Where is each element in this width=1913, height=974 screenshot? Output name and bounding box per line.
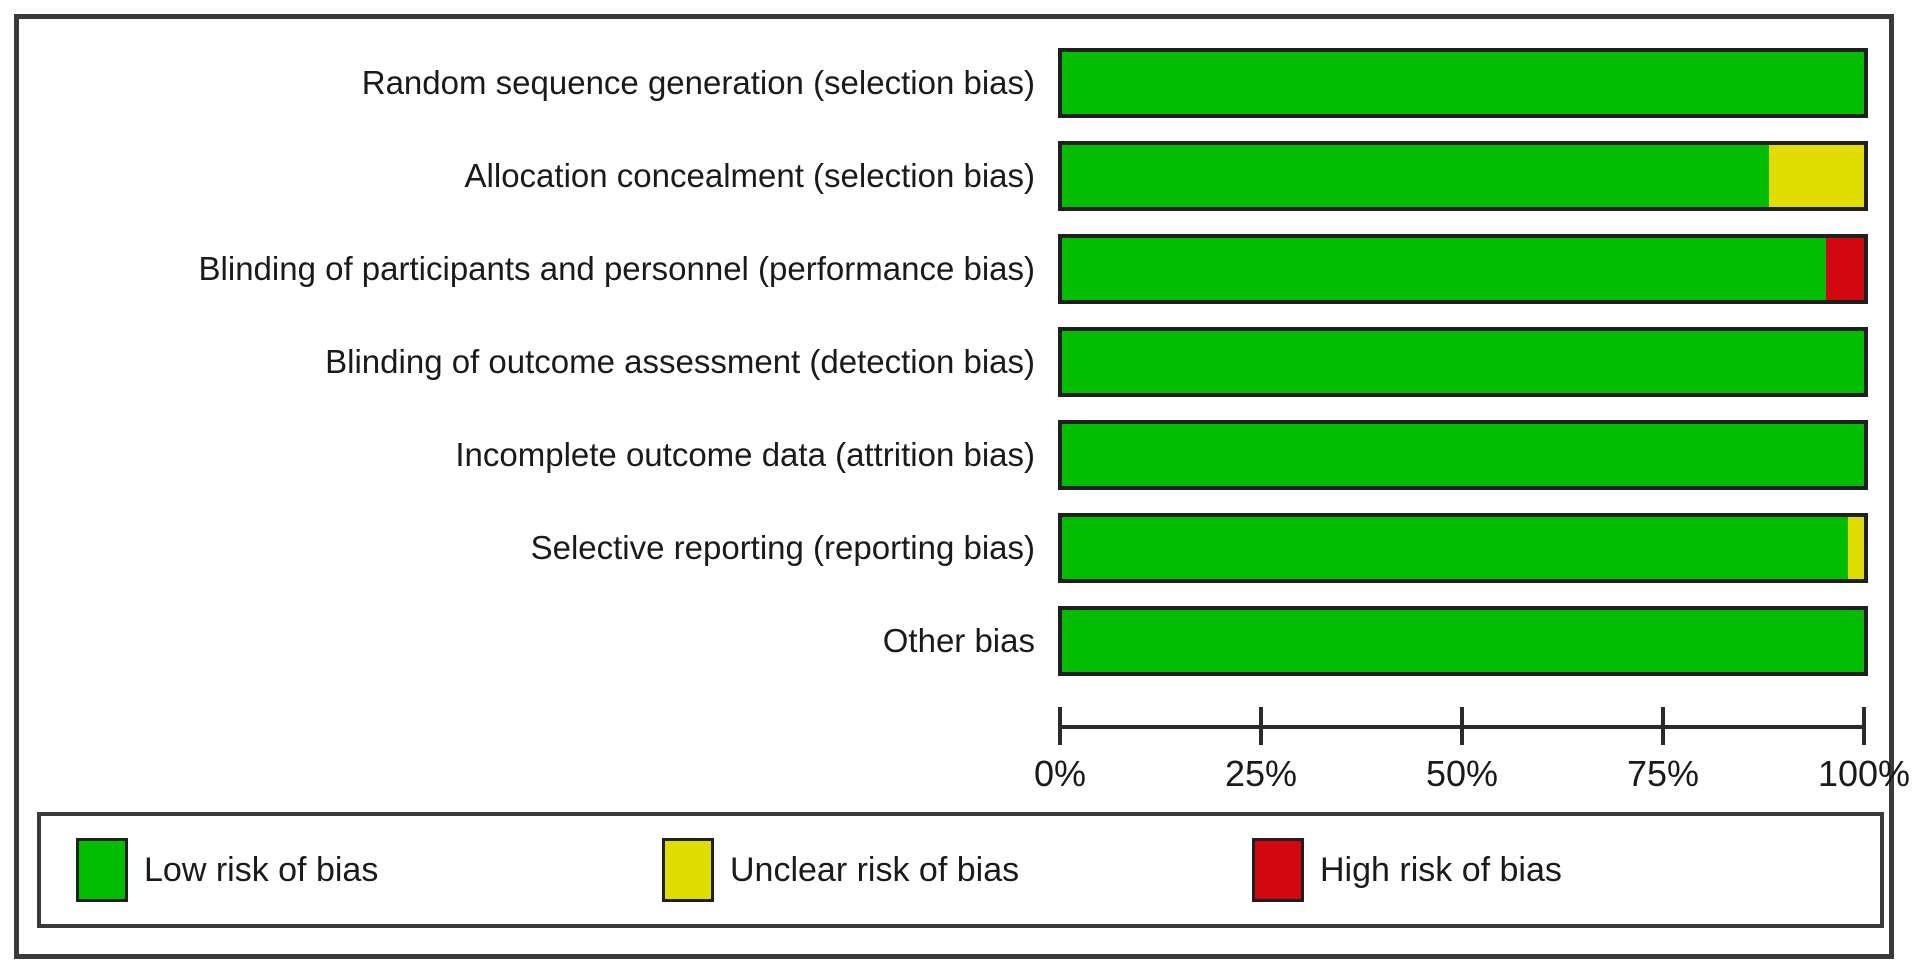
legend: Low risk of bias Unclear risk of bias Hi… [37,812,1884,928]
legend-color-swatch [1252,838,1304,902]
stacked-bar [1058,48,1868,118]
bar-row-label: Other bias [882,622,1035,659]
axis-tick-mark [1661,707,1665,745]
bar-row: Other bias [19,606,1889,676]
stacked-bar [1058,420,1868,490]
axis-tick-mark [1259,707,1263,745]
legend-item-label: High risk of bias [1320,850,1562,889]
stacked-bar [1058,141,1868,211]
bar-row: Blinding of participants and personnel (… [19,234,1889,304]
bar-row: Incomplete outcome data (attrition bias) [19,420,1889,490]
legend-item: Low risk of bias [76,838,378,902]
axis-tick-mark [1862,707,1866,745]
bar-row-label: Random sequence generation (selection bi… [361,64,1035,101]
bar-row: Blinding of outcome assessment (detectio… [19,327,1889,397]
bar-segment-low-risk [1062,52,1864,114]
axis-tick-mark [1460,707,1464,745]
axis-tick-label: 75% [1626,753,1700,794]
bar-segment-unclear-risk [1769,145,1864,207]
stacked-bar [1058,327,1868,397]
bar-row-label: Incomplete outcome data (attrition bias) [455,436,1035,473]
bar-row-label: Selective reporting (reporting bias) [530,529,1035,566]
chart-frame: Random sequence generation (selection bi… [14,14,1910,959]
axis-tick-label: 100% [1817,753,1911,794]
bar-segment-low-risk [1062,331,1864,393]
legend-item-label: Unclear risk of bias [730,850,1020,889]
legend-color-swatch [662,838,714,902]
stacked-bar [1058,513,1868,583]
axis-tick-label: 50% [1425,753,1499,794]
axis-tick-mark [1058,707,1062,745]
bar-row-label: Allocation concealment (selection bias) [464,157,1035,194]
bar-segment-low-risk [1062,238,1827,300]
bar-row: Allocation concealment (selection bias) [19,141,1889,211]
legend-item: Unclear risk of bias [662,838,1019,902]
bar-row-label: Blinding of participants and personnel (… [198,250,1035,287]
bar-segment-low-risk [1062,424,1864,486]
bar-segment-low-risk [1062,517,1848,579]
bar-segment-high-risk [1826,238,1864,300]
bar-row: Random sequence generation (selection bi… [19,48,1889,118]
stacked-bar [1058,234,1868,304]
bar-segment-low-risk [1062,610,1864,672]
axis-tick-label: 0% [1033,753,1087,794]
bar-row: Selective reporting (reporting bias) [19,513,1889,583]
legend-item: High risk of bias [1252,838,1562,902]
legend-color-swatch [76,838,128,902]
legend-item-label: Low risk of bias [144,850,379,889]
bar-row-label: Blinding of outcome assessment (detectio… [325,343,1035,380]
stacked-bar [1058,606,1868,676]
axis-tick-label: 25% [1224,753,1298,794]
bar-segment-low-risk [1062,145,1770,207]
bar-segment-unclear-risk [1847,517,1864,579]
